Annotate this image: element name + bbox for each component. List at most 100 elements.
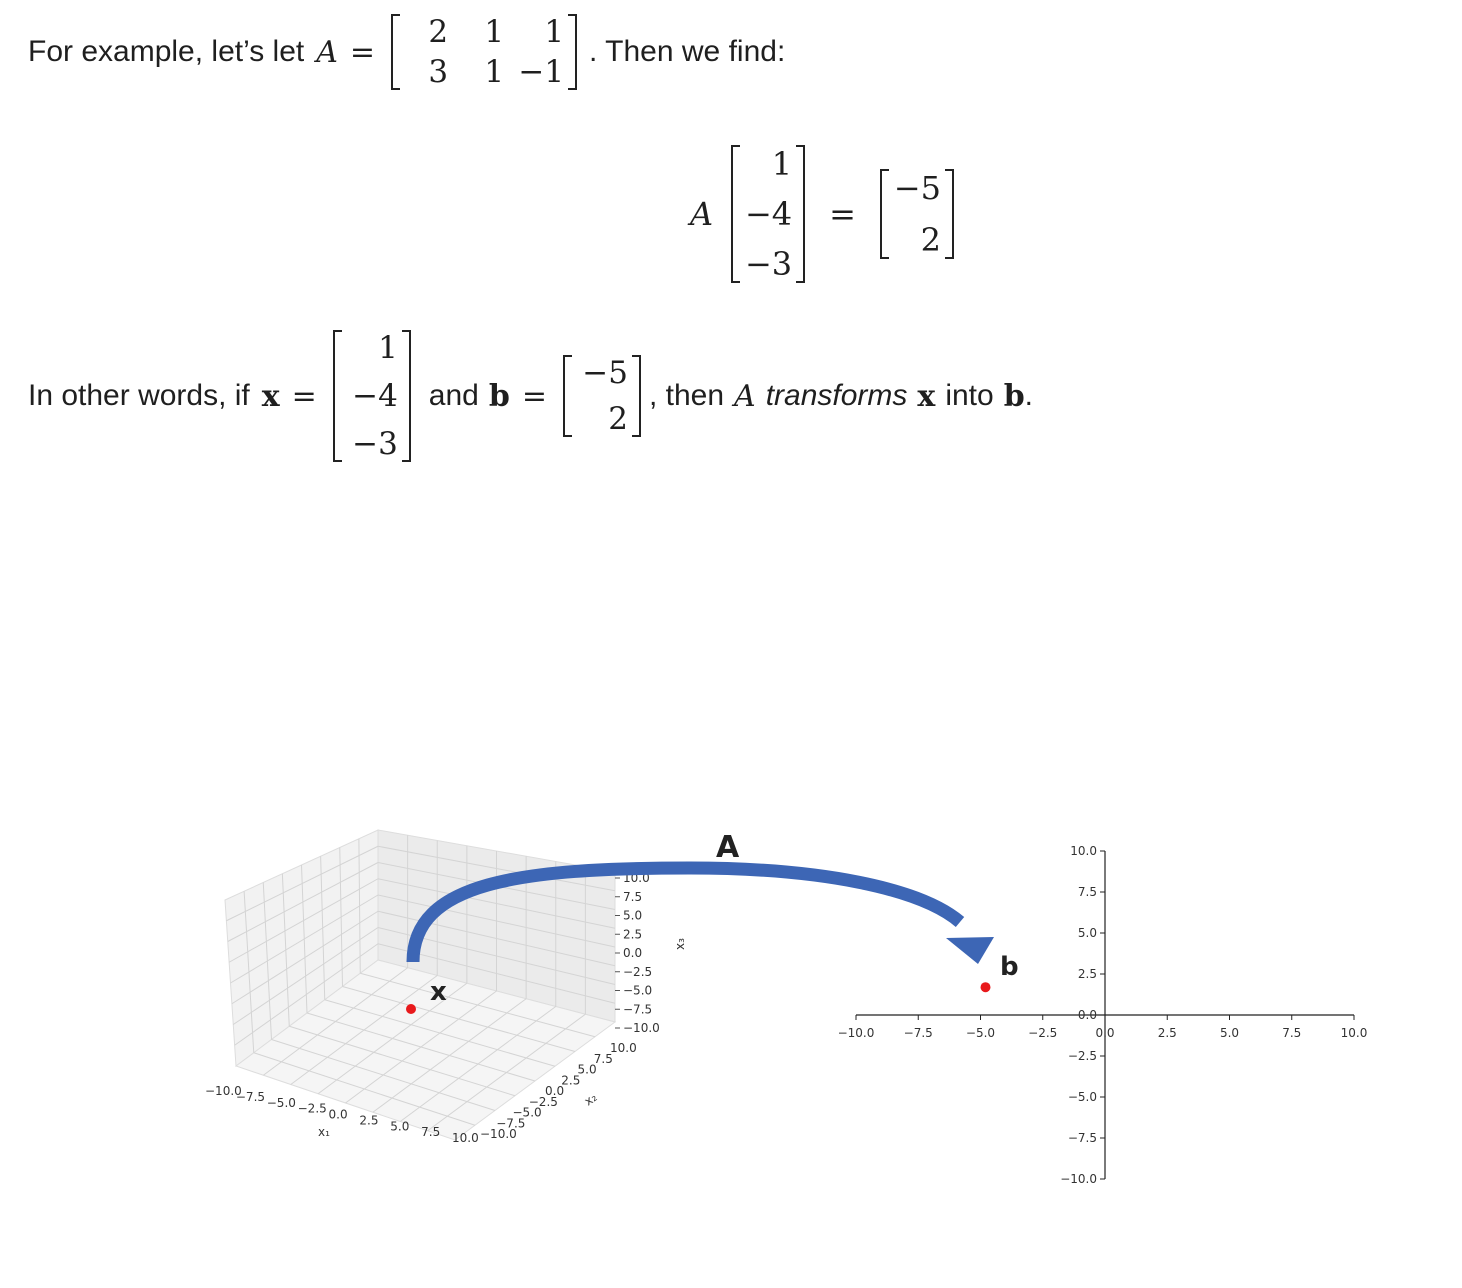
equals-sign: = [349, 34, 376, 70]
x1-tick-label: 2.5 [359, 1113, 378, 1127]
transform-arrow: A [406, 830, 994, 964]
transformation-figure: −10.0−7.5 −5.0 −2.5 0.0 2.5 5.0 7.5 10.0 −10.0−7… [205, 829, 1368, 1186]
display-equation: A 1 −4 −3 = −5 2 [690, 145, 958, 283]
plot-2d: −10.0 −7.5 −5.0 −2.5 0.0 2.5 5.0 7.5 10.0 10.0 7.5… [838, 844, 1368, 1186]
x2-tick-label: −10.0 [480, 1127, 517, 1141]
x2-axis-label: x₂ [582, 1090, 600, 1108]
grid-line [377, 910, 616, 967]
y-tick-label: −2.5 [1068, 1049, 1097, 1063]
equals-sign: = [521, 378, 547, 414]
x1-tick-label: −7.5 [236, 1090, 265, 1104]
intro-suffix: . Then we find: [589, 35, 786, 68]
x-tick-label: 10.0 [1341, 1026, 1368, 1040]
grid-line [377, 894, 616, 948]
point-x [406, 1004, 416, 1014]
vector-cell: 2 [608, 401, 628, 437]
x-tick-label: −7.5 [904, 1026, 933, 1040]
x2-tick-label: 10.0 [610, 1041, 637, 1055]
grid-line [399, 1006, 557, 1122]
ticks-3d: −10.0−7.5 −5.0 −2.5 0.0 2.5 5.0 7.5 10.0 −10.0−7… [205, 871, 660, 1145]
matrix-var-a: A [316, 34, 338, 70]
period: . [1024, 379, 1034, 412]
grid-line [230, 894, 379, 984]
arrow-head [946, 937, 994, 964]
x-tick-label: 0.0 [1095, 1026, 1114, 1040]
x3-axis-label: x₃ [673, 938, 687, 950]
x1-tick-label: −10.0 [205, 1084, 242, 1098]
matrix-a-cell: 3 [428, 54, 449, 90]
x3-tick-label: 7.5 [623, 890, 642, 904]
x-tick-label: 5.0 [1220, 1026, 1239, 1040]
x3-tick-label: −2.5 [623, 965, 652, 979]
vector-x-inline: 1 −4 −3 [332, 330, 411, 462]
vector-cell: 2 [920, 221, 941, 259]
vector-cell: −5 [893, 169, 941, 207]
vector-x-display: 1 −4 −3 [731, 145, 806, 283]
explanation-line: In other words, if x = 1 −4 −3 and b = −… [28, 330, 1033, 462]
x1-tick-label: 5.0 [390, 1119, 409, 1133]
vector-cell: −4 [352, 378, 398, 414]
vector-cell: −3 [352, 426, 398, 462]
grid-line [372, 998, 527, 1113]
display-var-a: A [690, 195, 714, 233]
x3-tick-label: 0.0 [623, 946, 642, 960]
grid-line [342, 986, 576, 1052]
matrix-a-cell: 2 [428, 14, 449, 50]
point-b [980, 982, 991, 993]
x2-tick-label: 5.0 [578, 1063, 597, 1077]
equals-sign: = [291, 378, 317, 414]
y-tick-label: −10.0 [1060, 1172, 1097, 1186]
grid-line [234, 943, 379, 1046]
matrix-a: 2 1 1 3 1 −1 [391, 14, 578, 90]
x2-tick-label: −5.0 [513, 1106, 542, 1120]
grid-line [360, 972, 596, 1038]
matrix-a-cell: 1 [484, 14, 505, 50]
axes-2d: −10.0 −7.5 −5.0 −2.5 0.0 2.5 5.0 7.5 10.0 10.0 7.5… [838, 844, 1368, 1186]
x2-tick-label: −7.5 [496, 1116, 525, 1130]
y-tick-label: −7.5 [1068, 1131, 1097, 1145]
x3-tick-label: −5.0 [623, 984, 652, 998]
y-tick-label: 0.0 [1078, 1008, 1097, 1022]
x1-tick-label: −2.5 [298, 1102, 327, 1116]
intro-line: For example, let’s let A = 2 1 1 3 1 −1 … [28, 14, 785, 90]
x-tick-label: −10.0 [838, 1026, 875, 1040]
matrix-a-cell: 1 [544, 14, 565, 50]
x1-tick-label: 7.5 [421, 1125, 440, 1139]
x2-tick-label: 0.0 [545, 1084, 564, 1098]
y-tick-label: 5.0 [1078, 926, 1097, 940]
matrix-a-cell: 1 [484, 54, 505, 90]
point-x-label: x [430, 977, 447, 1007]
and-text: and [428, 379, 479, 412]
x1-tick-label: 10.0 [452, 1131, 479, 1145]
x3-tick-label: −7.5 [623, 1002, 652, 1016]
y-tick-label: −5.0 [1068, 1090, 1097, 1104]
x1-axis-label: x₁ [318, 1125, 330, 1139]
x2-tick-label: 2.5 [561, 1073, 580, 1087]
grid-line [324, 999, 556, 1067]
vector-cell: −4 [744, 195, 793, 233]
arrow-label: A [716, 830, 740, 865]
transforms-text: transforms [765, 379, 908, 412]
grid-line [427, 1013, 586, 1132]
grid-line [339, 847, 343, 987]
matrix-var-a: A [734, 378, 756, 414]
x-tick-label: 2.5 [1158, 1026, 1177, 1040]
vector-b-inline: −5 2 [562, 355, 641, 437]
vector-cell: −3 [744, 245, 793, 283]
intro-text: For example, let’s let [28, 35, 305, 68]
into-text: into [945, 379, 994, 412]
grid-3d [226, 835, 616, 1132]
vector-cell: 1 [771, 145, 793, 183]
plot-3d: −10.0−7.5 −5.0 −2.5 0.0 2.5 5.0 7.5 10.0 −10.0−7… [205, 829, 687, 1145]
x3-tick-label: 5.0 [623, 909, 642, 923]
vector-x-symbol: x [261, 378, 280, 414]
y-tick-label: 7.5 [1078, 885, 1097, 899]
then-text: , then [648, 379, 725, 412]
grid-line [232, 927, 379, 1025]
equals-sign: = [829, 195, 856, 233]
vector-b-display: −5 2 [879, 169, 954, 259]
vector-x-symbol: x [917, 378, 936, 414]
arrow-shaft [406, 861, 965, 963]
grid-line [231, 910, 379, 1005]
x-tick-label: −2.5 [1028, 1026, 1057, 1040]
